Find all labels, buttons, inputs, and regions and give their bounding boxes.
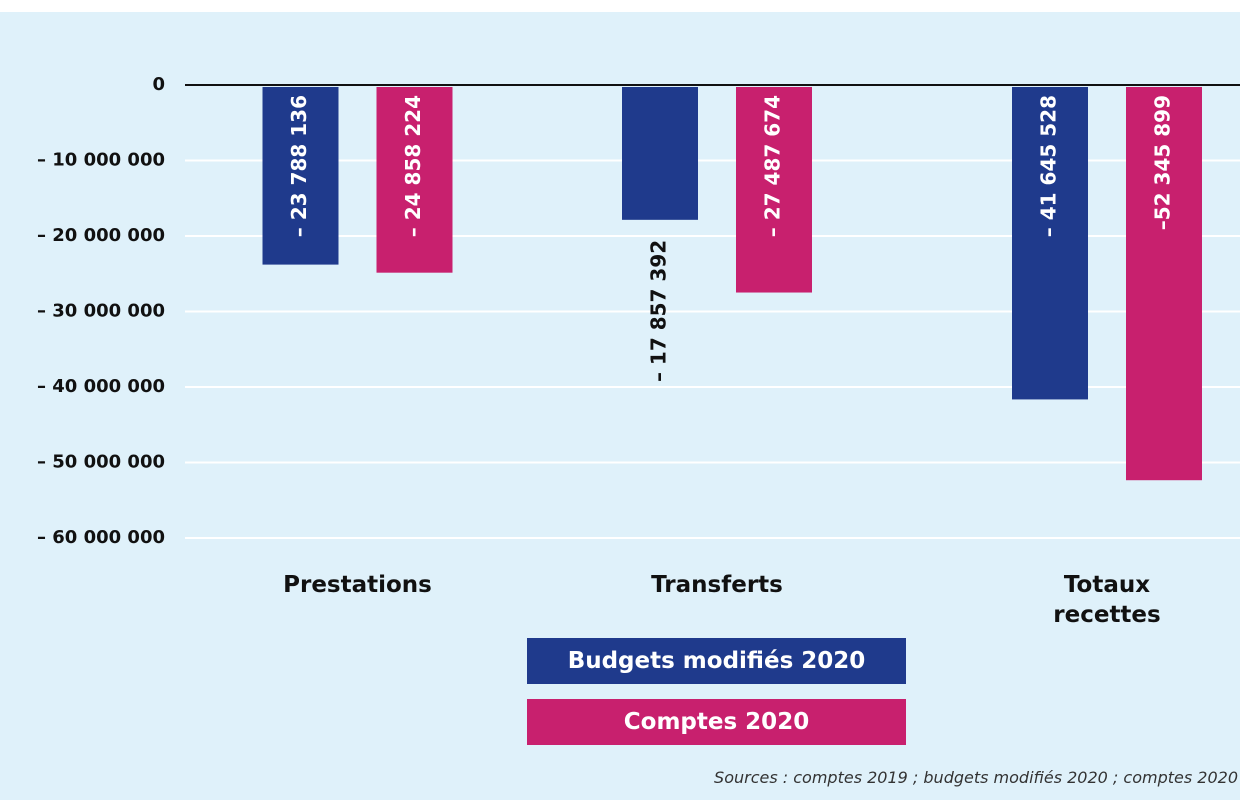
bar [376, 87, 453, 273]
value-label: – 41 645 528 [1037, 95, 1061, 237]
value-label: – 23 788 136 [287, 95, 311, 237]
y-tick-label: 0 [152, 74, 165, 95]
value-label: –52 345 899 [1151, 95, 1175, 230]
x-tick-label: Prestations [283, 572, 432, 598]
y-tick-label: – 20 000 000 [37, 225, 165, 246]
legend-entry: Comptes 2020 [527, 699, 906, 745]
bar [736, 87, 812, 293]
x-tick-label: Transferts [651, 572, 783, 598]
value-label: – 27 487 674 [761, 95, 785, 237]
bar [1126, 87, 1202, 481]
value-label: – 17 857 392 [647, 240, 671, 382]
bar [622, 87, 698, 220]
y-tick-label: – 50 000 000 [37, 452, 165, 473]
y-tick-label: – 40 000 000 [37, 376, 165, 397]
value-label: – 24 858 224 [401, 95, 425, 237]
y-tick-label: – 10 000 000 [37, 150, 165, 171]
bar [262, 87, 339, 265]
y-tick-label: – 60 000 000 [37, 527, 165, 548]
y-tick-label: – 30 000 000 [37, 301, 165, 322]
bar [1012, 87, 1088, 400]
source-note: Sources : comptes 2019 ; budgets modifié… [714, 768, 1238, 787]
x-tick-label: Totaux recettes [1053, 572, 1161, 628]
legend-entry: Budgets modifiés 2020 [527, 638, 906, 684]
